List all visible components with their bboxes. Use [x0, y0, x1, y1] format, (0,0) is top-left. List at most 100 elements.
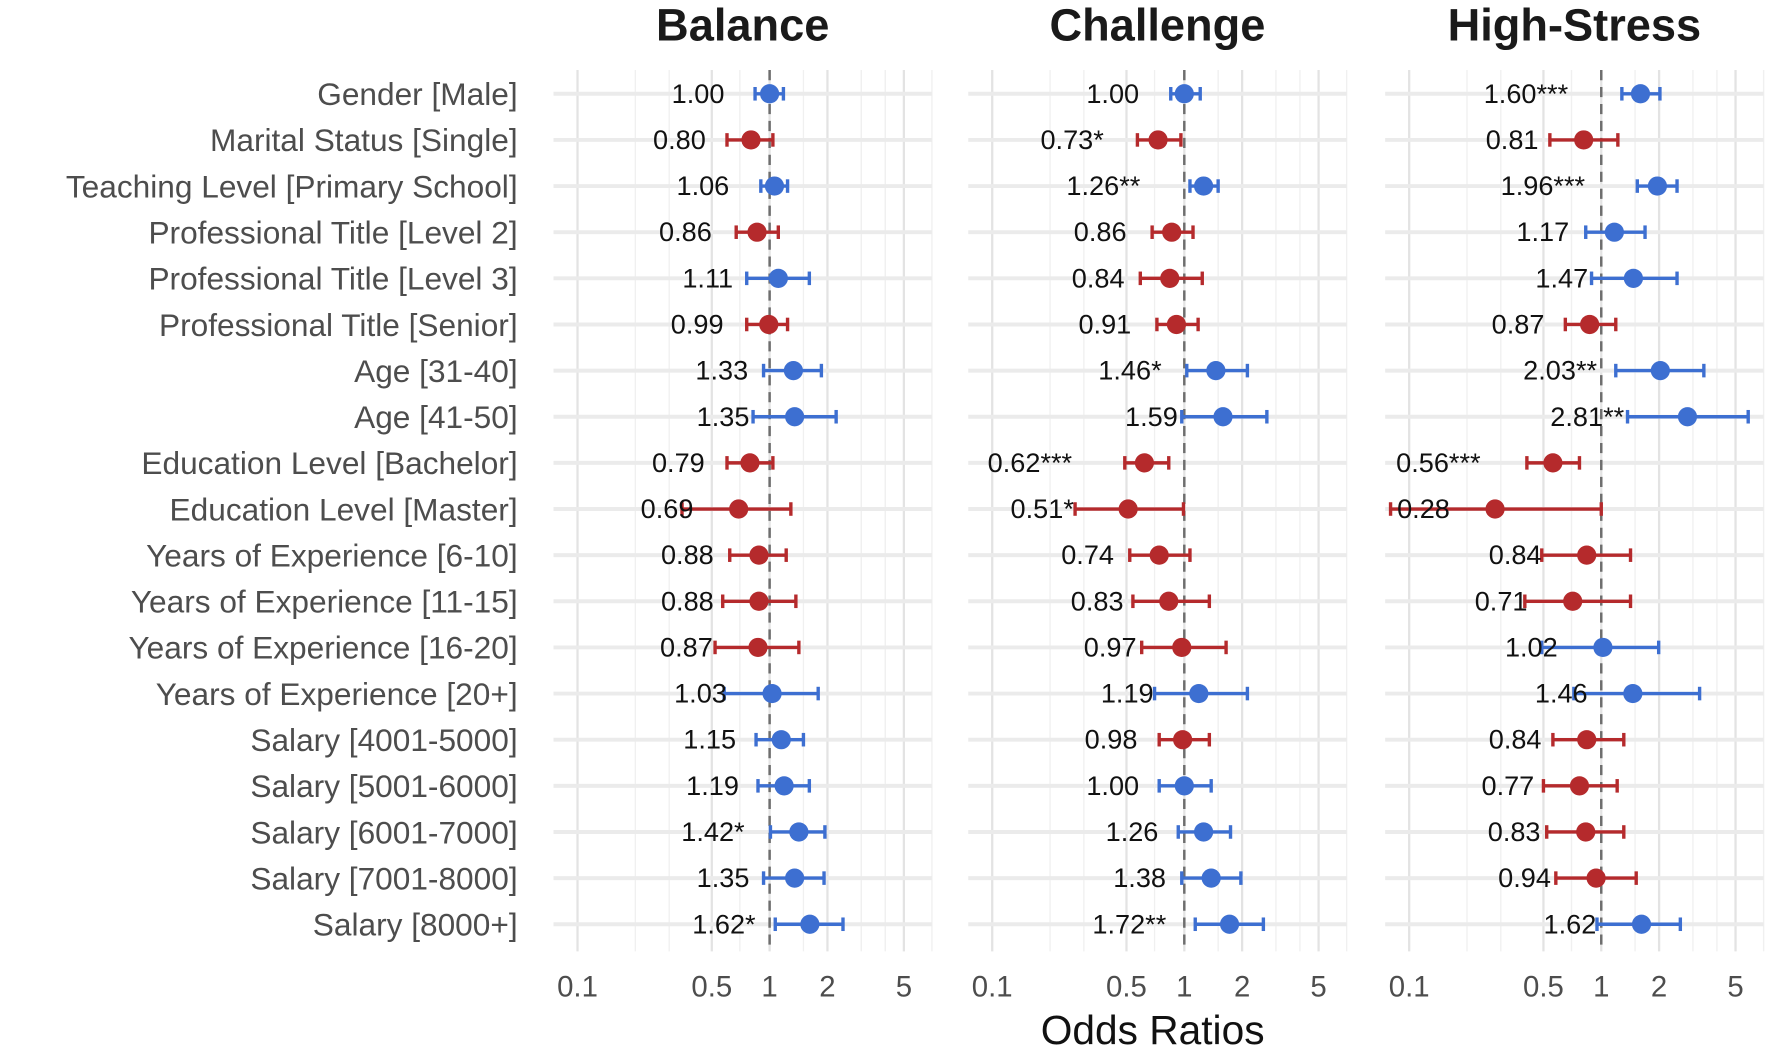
- value-label: 1.33: [695, 355, 748, 386]
- point-estimate: [747, 222, 767, 242]
- value-label: 0.28: [1397, 493, 1450, 524]
- point-estimate: [1577, 545, 1597, 565]
- value-label: 0.94: [1498, 862, 1551, 893]
- estimate-row: 1.26**: [1066, 170, 1220, 201]
- point-estimate: [1576, 822, 1596, 842]
- value-label: 1.96***: [1501, 170, 1586, 201]
- point-estimate: [1166, 314, 1187, 335]
- estimate-row: 1.46: [1535, 678, 1702, 709]
- value-label: 0.88: [661, 585, 714, 616]
- value-label: 0.69: [641, 493, 694, 524]
- point-estimate: [1193, 176, 1214, 196]
- value-label: 0.84: [1489, 539, 1542, 570]
- estimate-row: 0.69: [641, 493, 793, 524]
- x-tick-label: 1: [1593, 971, 1609, 1004]
- point-estimate: [1134, 453, 1155, 473]
- point-estimate: [1623, 268, 1644, 288]
- panel-balance: Balance 0.1 0.5 1 2 5 1.00 0.80 1.06 0.86 1.11 0.99…: [557, 0, 912, 1004]
- value-label: 0.87: [660, 631, 713, 662]
- value-label: 1.17: [1516, 216, 1569, 247]
- point-estimate: [1174, 776, 1194, 796]
- estimate-row: 1.38: [1113, 862, 1243, 893]
- estimate-row: 0.83: [1071, 585, 1212, 616]
- estimate-row: 0.80: [653, 124, 775, 155]
- x-axis-label: Odds Ratios: [1041, 1007, 1265, 1052]
- value-label: 0.71: [1475, 585, 1528, 616]
- value-label: 1.06: [677, 170, 730, 201]
- point-estimate: [1574, 130, 1594, 150]
- row-label: Teaching Level [Primary School]: [66, 168, 518, 204]
- row-label: Professional Title [Level 3]: [148, 261, 517, 297]
- x-tick-label: 0.5: [1523, 971, 1564, 1004]
- estimate-row: 1.42*: [681, 816, 827, 847]
- point-estimate: [740, 453, 760, 473]
- row-label: Salary [8000+]: [313, 907, 518, 943]
- point-estimate: [1162, 222, 1182, 242]
- estimate-row: 0.91: [1078, 309, 1200, 340]
- value-label: 0.91: [1078, 309, 1131, 340]
- row-label: Education Level [Master]: [170, 491, 518, 527]
- estimate-row: 0.74: [1061, 539, 1192, 570]
- estimate-row: 2.03**: [1523, 355, 1706, 386]
- row-label: Years of Experience [6-10]: [146, 537, 518, 573]
- value-label: 1.19: [1101, 678, 1154, 709]
- estimate-row: 1.00: [1086, 78, 1202, 109]
- point-estimate: [783, 361, 804, 381]
- point-estimate: [1586, 868, 1606, 888]
- point-estimate: [1201, 868, 1221, 888]
- estimate-row: 0.88: [661, 585, 798, 616]
- estimate-row: 1.02: [1505, 631, 1661, 662]
- estimate-row: 1.06: [677, 170, 790, 201]
- value-label: 1.02: [1505, 631, 1558, 662]
- estimate-row: 1.03: [674, 678, 820, 709]
- point-estimate: [1159, 591, 1179, 611]
- estimate-row: 0.86: [1074, 216, 1195, 247]
- estimate-row: 0.97: [1084, 631, 1228, 662]
- point-estimate: [749, 545, 769, 565]
- estimate-row: 0.84: [1489, 539, 1633, 570]
- point-estimate: [1543, 453, 1563, 473]
- value-label: 0.86: [1074, 216, 1127, 247]
- value-label: 0.74: [1061, 539, 1114, 570]
- row-label: Age [41-50]: [354, 399, 518, 435]
- estimate-row: 1.33: [695, 355, 824, 386]
- row-label: Salary [6001-7000]: [250, 814, 517, 850]
- point-estimate: [748, 637, 768, 658]
- point-estimate: [771, 730, 791, 750]
- estimate-row: 0.84: [1489, 724, 1626, 755]
- x-tick-label: 0.1: [557, 971, 598, 1004]
- point-estimate: [1148, 130, 1168, 150]
- x-tick-label: 1: [761, 971, 777, 1004]
- point-estimate: [1193, 822, 1214, 842]
- estimate-row: 1.11: [682, 262, 812, 293]
- estimate-row: 0.79: [652, 447, 775, 478]
- point-estimate: [1213, 407, 1233, 427]
- estimate-row: 0.81: [1486, 124, 1620, 155]
- point-estimate: [1593, 637, 1613, 658]
- value-label: 1.00: [672, 78, 725, 109]
- row-label: Years of Experience [20+]: [156, 676, 518, 712]
- estimate-row: 0.71: [1475, 585, 1633, 616]
- point-estimate: [1623, 683, 1643, 704]
- point-estimate: [768, 268, 788, 288]
- value-label: 1.19: [686, 770, 739, 801]
- x-tick-label: 2: [819, 971, 835, 1004]
- row-label: Years of Experience [16-20]: [129, 630, 518, 666]
- point-estimate: [1173, 730, 1193, 750]
- row-label: Professional Title [Senior]: [159, 307, 518, 343]
- panels: Balance 0.1 0.5 1 2 5 1.00 0.80 1.06 0.86 1.11 0.99…: [557, 0, 1750, 1004]
- x-tick-label: 0.1: [972, 971, 1013, 1004]
- value-label: 0.83: [1071, 585, 1124, 616]
- value-label: 0.84: [1072, 262, 1125, 293]
- x-tick-label: 0.1: [1389, 971, 1430, 1004]
- estimate-row: 1.00: [672, 78, 786, 109]
- value-label: 0.83: [1488, 816, 1541, 847]
- panel-high-stress: High-Stress 0.1 0.5 1 2 5 1.60*** 0.81 1.96*** 1.…: [1389, 0, 1750, 1004]
- row-label: Gender [Male]: [317, 76, 517, 112]
- point-estimate: [762, 683, 782, 704]
- point-estimate: [1485, 499, 1505, 519]
- point-estimate: [1647, 176, 1668, 196]
- estimate-row: 0.88: [661, 539, 788, 570]
- point-estimate: [1172, 637, 1192, 658]
- row-label: Marital Status [Single]: [210, 122, 518, 158]
